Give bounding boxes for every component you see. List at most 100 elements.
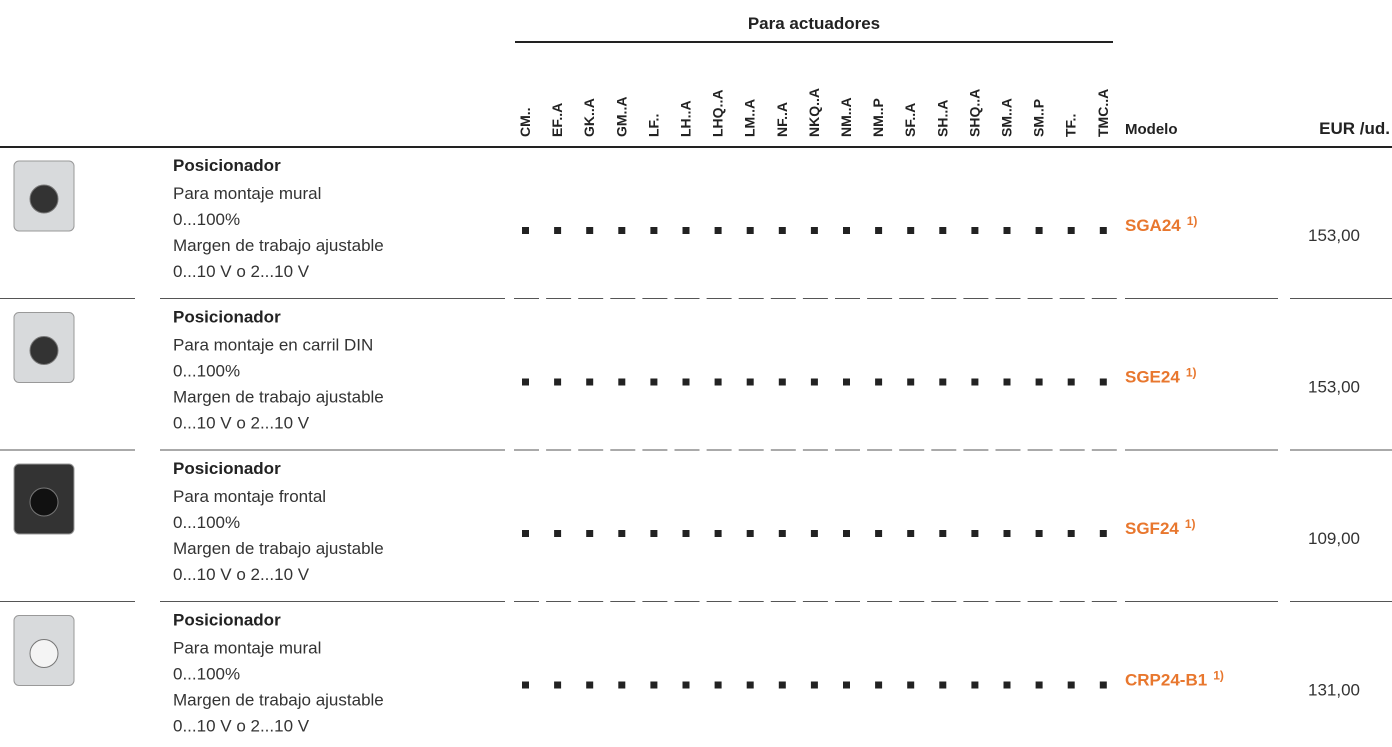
model-code: SGF24 1) bbox=[1125, 517, 1196, 538]
compat-marker bbox=[939, 378, 947, 386]
compat-marker bbox=[1067, 227, 1075, 234]
compat-marker bbox=[650, 530, 658, 537]
row-line: 0...100% bbox=[173, 513, 240, 532]
row-line: 0...100% bbox=[173, 210, 240, 229]
compat-marker bbox=[1099, 378, 1107, 386]
compat-marker bbox=[843, 530, 850, 537]
row-line: Margen de trabajo ajustable bbox=[173, 691, 384, 710]
compat-marker bbox=[682, 681, 690, 689]
model-name: SGA24 bbox=[1125, 216, 1181, 235]
compat-marker bbox=[586, 530, 594, 537]
compat-marker bbox=[1099, 681, 1107, 689]
compat-marker bbox=[586, 227, 594, 234]
compat-marker bbox=[586, 681, 594, 689]
actuator-header: LF.. bbox=[645, 114, 661, 137]
compat-marker bbox=[971, 378, 979, 386]
product-image bbox=[13, 463, 75, 535]
compat-marker bbox=[554, 681, 562, 689]
actuator-header: TMC..A bbox=[1095, 89, 1111, 137]
row-line: Margen de trabajo ajustable bbox=[173, 539, 384, 558]
row-title: Posicionador bbox=[173, 459, 281, 478]
row-line: Margen de trabajo ajustable bbox=[173, 388, 384, 407]
compat-marker bbox=[1067, 378, 1075, 386]
model-name: SGE24 bbox=[1125, 368, 1180, 387]
compat-marker bbox=[682, 227, 690, 234]
actuator-header: NM..P bbox=[870, 98, 886, 137]
compat-marker bbox=[810, 681, 818, 689]
row-line: Margen de trabajo ajustable bbox=[173, 236, 384, 255]
compat-marker bbox=[907, 227, 915, 234]
actuator-header: LM..A bbox=[742, 99, 758, 137]
compat-marker bbox=[1003, 530, 1011, 537]
product-image bbox=[13, 160, 75, 232]
compat-marker bbox=[778, 530, 786, 537]
compat-marker bbox=[650, 681, 658, 689]
row-title: Posicionador bbox=[173, 611, 281, 630]
price: 109,00 bbox=[1308, 529, 1360, 548]
compat-marker bbox=[907, 530, 915, 537]
compat-marker bbox=[714, 681, 722, 689]
row-line: Para montaje en carril DIN bbox=[173, 336, 373, 355]
compat-marker bbox=[746, 530, 754, 537]
device-knob bbox=[29, 336, 59, 365]
compat-marker bbox=[522, 681, 529, 689]
compat-marker bbox=[746, 681, 754, 689]
actuator-header: NM..A bbox=[838, 97, 854, 137]
compat-marker bbox=[650, 227, 658, 234]
product-image bbox=[13, 615, 75, 686]
compat-marker bbox=[586, 378, 594, 386]
actuator-header: SM..A bbox=[999, 98, 1015, 137]
price: 153,00 bbox=[1308, 378, 1360, 397]
compat-marker bbox=[843, 378, 850, 386]
actuator-header: TF.. bbox=[1063, 114, 1079, 137]
row-line: 0...10 V o 2...10 V bbox=[173, 262, 310, 281]
row-line: Para montaje mural bbox=[173, 184, 321, 203]
compat-marker bbox=[971, 227, 979, 234]
row-title: Posicionador bbox=[173, 308, 281, 327]
compat-marker bbox=[1003, 378, 1011, 386]
compat-marker bbox=[554, 227, 562, 234]
device-knob bbox=[29, 184, 59, 214]
compat-marker bbox=[939, 681, 947, 689]
actuator-header: NKQ..A bbox=[806, 88, 822, 137]
row-line: 0...100% bbox=[173, 362, 240, 381]
compat-marker bbox=[682, 530, 690, 537]
row-line: Para montaje frontal bbox=[173, 487, 326, 506]
compat-marker bbox=[810, 530, 818, 537]
actuator-header: SM..P bbox=[1031, 99, 1047, 137]
price: 131,00 bbox=[1308, 681, 1360, 700]
model-code: SGA24 1) bbox=[1125, 214, 1197, 235]
compat-marker bbox=[714, 378, 722, 386]
compat-marker bbox=[778, 378, 786, 386]
compat-marker bbox=[1067, 681, 1075, 689]
compat-marker bbox=[1003, 227, 1011, 234]
compat-marker bbox=[971, 681, 979, 689]
device-knob bbox=[29, 487, 59, 517]
footnote: 1) bbox=[1186, 366, 1197, 380]
compat-marker bbox=[843, 227, 850, 234]
actuator-header: LHQ..A bbox=[710, 90, 726, 137]
compat-marker bbox=[778, 227, 786, 234]
compat-marker bbox=[875, 378, 883, 386]
footnote: 1) bbox=[1187, 214, 1198, 228]
compat-marker bbox=[810, 378, 818, 386]
row-title: Posicionador bbox=[173, 156, 281, 175]
row-line: 0...10 V o 2...10 V bbox=[173, 565, 310, 584]
row-line: 0...100% bbox=[173, 665, 240, 684]
compat-marker bbox=[1067, 530, 1075, 537]
compat-marker bbox=[714, 530, 722, 537]
compat-marker bbox=[522, 227, 529, 234]
compat-marker bbox=[875, 530, 883, 537]
compat-marker bbox=[554, 378, 562, 386]
price-header: EUR /ud. bbox=[1319, 119, 1390, 138]
compat-marker bbox=[618, 530, 626, 537]
footnote: 1) bbox=[1213, 669, 1224, 683]
compat-marker bbox=[778, 681, 786, 689]
actuator-header: CM.. bbox=[517, 107, 533, 137]
model-name: CRP24-B1 bbox=[1125, 671, 1207, 690]
compat-marker bbox=[1035, 378, 1043, 386]
compat-marker bbox=[1003, 681, 1011, 689]
model-header: Modelo bbox=[1125, 121, 1178, 138]
